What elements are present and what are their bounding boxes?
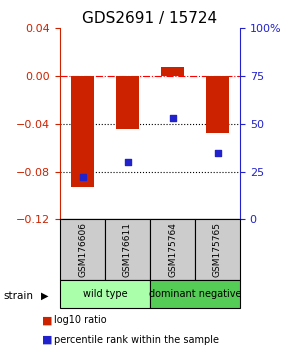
Text: ■: ■ — [42, 315, 52, 325]
Bar — [71, 76, 94, 187]
Text: strain: strain — [3, 291, 33, 301]
Bar — [116, 76, 139, 129]
Point — [170, 115, 175, 121]
Text: percentile rank within the sample: percentile rank within the sample — [54, 335, 219, 345]
Text: GSM176606: GSM176606 — [78, 222, 87, 277]
Bar — [150, 280, 240, 308]
Text: GSM176611: GSM176611 — [123, 222, 132, 277]
Bar — [206, 76, 229, 133]
Point — [80, 175, 85, 180]
Bar — [60, 219, 105, 280]
Bar — [150, 219, 195, 280]
Bar — [105, 219, 150, 280]
Point — [215, 150, 220, 155]
Bar — [60, 280, 150, 308]
Text: dominant negative: dominant negative — [149, 289, 241, 299]
Text: ■: ■ — [42, 335, 52, 345]
Text: log10 ratio: log10 ratio — [54, 315, 106, 325]
Bar — [195, 219, 240, 280]
Point — [125, 159, 130, 165]
Text: GSM175765: GSM175765 — [213, 222, 222, 277]
Text: wild type: wild type — [83, 289, 127, 299]
Text: GSM175764: GSM175764 — [168, 222, 177, 277]
Bar — [161, 67, 184, 76]
Text: ▶: ▶ — [40, 291, 48, 301]
Title: GDS2691 / 15724: GDS2691 / 15724 — [82, 11, 218, 26]
